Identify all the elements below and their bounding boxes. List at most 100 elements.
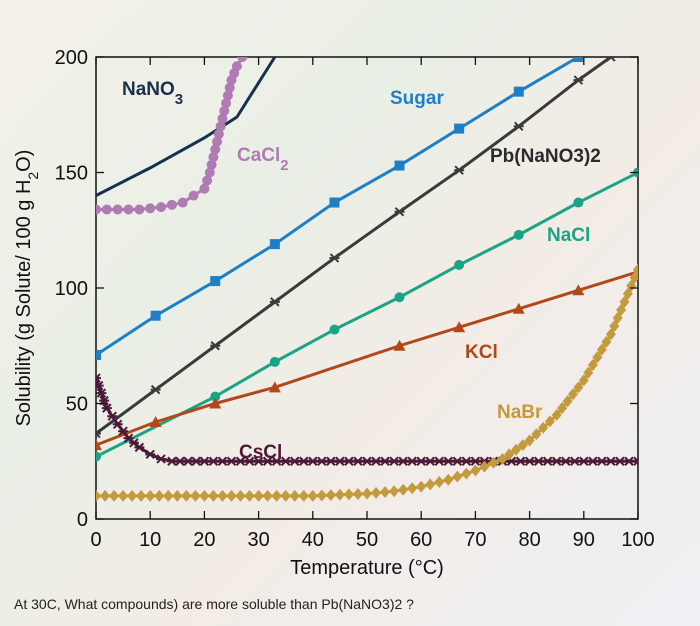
data-point bbox=[512, 302, 525, 314]
data-point bbox=[268, 381, 281, 393]
data-point bbox=[605, 57, 616, 62]
data-point bbox=[633, 456, 638, 466]
data-point bbox=[542, 456, 553, 466]
data-point bbox=[544, 415, 555, 428]
data-point bbox=[573, 75, 584, 85]
y-tick-label: 50 bbox=[66, 394, 88, 416]
data-point bbox=[145, 203, 156, 214]
series-label-text: NaCl bbox=[547, 225, 590, 246]
data-point bbox=[154, 489, 165, 502]
x-tick-label: 90 bbox=[573, 529, 595, 551]
x-tick-label: 70 bbox=[464, 529, 486, 551]
data-point bbox=[177, 197, 188, 208]
data-point bbox=[609, 320, 620, 333]
series-label-text: Sugar bbox=[390, 88, 444, 109]
data-point bbox=[497, 452, 508, 465]
y-axis-title-part1: Solubility (g Solute/ 100 g H bbox=[13, 180, 35, 427]
data-point bbox=[269, 356, 280, 367]
data-point bbox=[96, 380, 104, 391]
y-axis-title-sub: 2 bbox=[25, 172, 41, 180]
data-point bbox=[334, 456, 345, 466]
series-label: NaCl bbox=[547, 225, 590, 246]
data-point bbox=[488, 456, 499, 469]
data-point bbox=[329, 197, 340, 208]
data-point bbox=[101, 403, 112, 413]
series-labels: NaNO3 CaCl2 Sugar Pb(NaNO3)2 NaCl KCl CsCl NaBr bbox=[122, 79, 601, 463]
data-point bbox=[118, 426, 129, 436]
data-point bbox=[562, 395, 573, 408]
series-nano3 bbox=[96, 57, 277, 197]
x-tick-label: 0 bbox=[90, 529, 101, 551]
y-axis-title-part2: O) bbox=[13, 150, 35, 172]
data-point bbox=[156, 202, 167, 213]
data-point bbox=[217, 456, 228, 466]
data-point bbox=[578, 456, 589, 466]
data-point bbox=[452, 470, 463, 483]
data-point bbox=[237, 57, 248, 62]
data-point bbox=[226, 456, 237, 466]
series-label: KCl bbox=[465, 342, 498, 363]
x-tick-label: 10 bbox=[139, 529, 161, 551]
data-point bbox=[163, 489, 174, 502]
data-point bbox=[307, 489, 318, 502]
x-tick-label: 60 bbox=[410, 529, 432, 551]
data-point bbox=[280, 489, 291, 502]
data-point bbox=[587, 359, 598, 371]
data-point bbox=[343, 488, 354, 501]
data-point bbox=[513, 121, 524, 132]
data-point bbox=[100, 489, 111, 502]
data-point bbox=[394, 160, 405, 171]
data-point bbox=[149, 415, 162, 427]
data-point bbox=[380, 486, 391, 499]
data-point bbox=[371, 486, 382, 499]
data-point bbox=[538, 421, 549, 434]
data-point bbox=[416, 456, 427, 466]
data-point bbox=[325, 456, 336, 466]
data-point bbox=[573, 381, 584, 394]
data-point bbox=[150, 310, 161, 321]
data-point bbox=[112, 419, 123, 429]
x-tick-label: 30 bbox=[247, 529, 269, 551]
series-label-subscript: 2 bbox=[280, 157, 288, 174]
data-point bbox=[109, 489, 120, 502]
series-sugar bbox=[96, 57, 584, 360]
data-point bbox=[134, 442, 145, 453]
data-point bbox=[425, 456, 436, 466]
data-point bbox=[605, 456, 616, 466]
data-point bbox=[253, 489, 264, 502]
data-point bbox=[96, 388, 107, 398]
data-point bbox=[605, 328, 616, 341]
data-point bbox=[235, 489, 246, 502]
data-point bbox=[443, 473, 454, 486]
data-point bbox=[614, 456, 625, 466]
x-tick-label: 50 bbox=[356, 529, 378, 551]
data-point bbox=[425, 478, 436, 491]
data-point bbox=[280, 456, 291, 466]
data-point bbox=[329, 324, 340, 335]
data-point bbox=[150, 384, 161, 395]
data-point bbox=[504, 448, 515, 461]
data-point bbox=[127, 489, 138, 502]
data-point bbox=[583, 366, 594, 379]
data-point bbox=[362, 456, 372, 466]
data-point bbox=[210, 276, 221, 287]
data-point bbox=[551, 409, 562, 422]
data-point bbox=[210, 341, 221, 351]
series-kcl bbox=[96, 265, 638, 451]
series-label-text: CaCl bbox=[237, 145, 280, 166]
data-point bbox=[231, 61, 242, 72]
data-point bbox=[626, 279, 637, 292]
data-point bbox=[156, 454, 167, 464]
series-label-text: NaNO bbox=[122, 79, 175, 100]
series-line bbox=[96, 57, 277, 197]
data-point bbox=[452, 456, 463, 466]
data-point bbox=[394, 207, 405, 217]
data-point bbox=[393, 339, 406, 351]
data-point bbox=[145, 489, 156, 502]
series-label: NaNO3 bbox=[122, 79, 183, 108]
data-point bbox=[96, 451, 101, 462]
data-point bbox=[101, 204, 112, 215]
data-point bbox=[244, 456, 255, 466]
y-tick-label: 0 bbox=[77, 509, 88, 531]
data-point bbox=[262, 456, 273, 466]
